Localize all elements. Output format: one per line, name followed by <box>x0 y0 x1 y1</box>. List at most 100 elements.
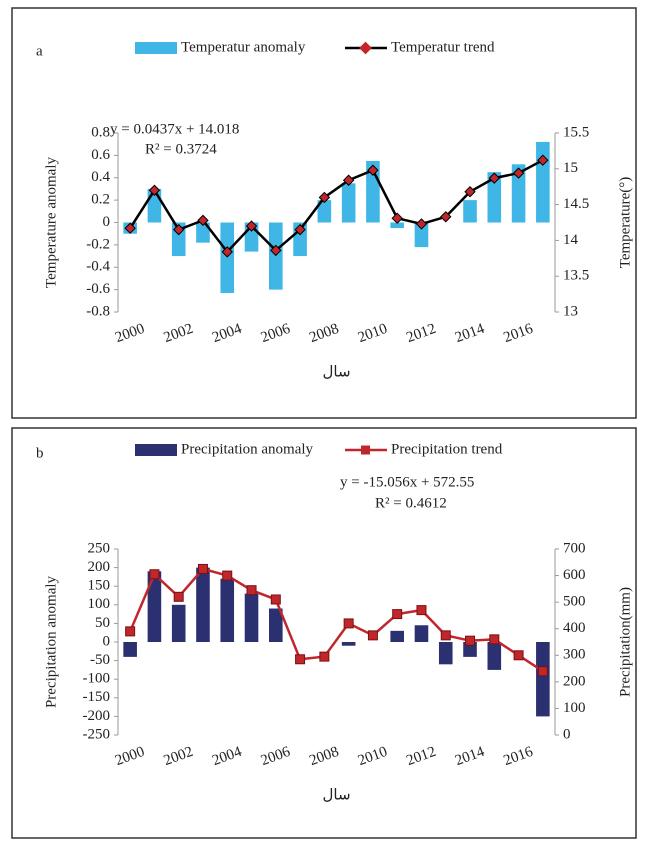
y2-tick-label: 15 <box>563 160 578 176</box>
bar <box>463 200 477 223</box>
y2-tick-label: 13 <box>563 303 578 319</box>
bar <box>317 200 332 223</box>
legend-label: Temperatur trend <box>391 39 495 55</box>
bar <box>341 642 356 646</box>
x-tick-label: 2002 <box>162 744 196 769</box>
marker <box>392 609 403 620</box>
bar <box>414 625 429 642</box>
y-tick-label: 0 <box>103 633 111 649</box>
y-tick-label: 200 <box>88 559 111 575</box>
y2-tick-label: 400 <box>563 620 586 636</box>
legend-swatch <box>135 444 177 456</box>
y-tick-label: -0.6 <box>86 281 110 297</box>
bar <box>147 571 162 642</box>
bar <box>269 608 283 642</box>
marker <box>489 634 500 645</box>
y2-axis-label: Temperature(°) <box>617 177 633 269</box>
legend-label: Temperatur anomaly <box>181 39 306 55</box>
y-tick-label: 0 <box>103 214 111 230</box>
y2-tick-label: 600 <box>563 567 586 583</box>
marker <box>245 220 258 232</box>
y2-tick-label: 0 <box>563 726 571 742</box>
marker <box>367 630 378 641</box>
x-tick-label: 2012 <box>404 744 438 769</box>
y-tick-label: -0.4 <box>86 259 110 275</box>
y-tick-label: -250 <box>83 726 111 742</box>
y2-tick-label: 14 <box>563 232 579 248</box>
marker <box>149 569 160 580</box>
marker <box>270 244 282 257</box>
x-tick-label: 2006 <box>259 744 293 769</box>
bar <box>438 642 453 665</box>
marker <box>465 635 476 646</box>
y-axis-label: Precipitation anomaly <box>43 575 59 708</box>
marker <box>148 184 161 196</box>
y2-tick-label: 200 <box>563 673 586 689</box>
bar <box>341 183 356 223</box>
x-tick-label: 2010 <box>356 321 390 346</box>
y-tick-label: 0.6 <box>91 147 110 163</box>
y-tick-label: 0.2 <box>91 192 110 208</box>
y2-tick-label: 14.5 <box>563 196 589 212</box>
annotation: R² = 0.3724 <box>145 141 217 157</box>
y2-tick-label: 13.5 <box>563 268 589 284</box>
marker <box>440 630 451 641</box>
marker <box>197 214 209 227</box>
marker <box>173 591 184 602</box>
bar <box>390 630 404 642</box>
y-tick-label: 100 <box>88 596 111 612</box>
y2-tick-label: 700 <box>563 540 586 556</box>
bar <box>536 141 550 223</box>
y-tick-label: 0.4 <box>91 169 110 185</box>
trend-line <box>129 159 544 254</box>
marker <box>270 594 281 605</box>
marker <box>416 605 427 616</box>
legend-swatch <box>135 42 177 54</box>
bar <box>220 222 235 293</box>
annotation: y = -15.056x + 572.55 <box>340 474 474 490</box>
legend-label: Precipitation anomaly <box>181 441 314 457</box>
marker <box>415 218 428 230</box>
y-tick-label: 50 <box>95 615 110 631</box>
x-tick-label: 2004 <box>210 744 244 769</box>
marker <box>391 212 403 224</box>
y2-axis-label: Precipitation(mm) <box>617 587 633 697</box>
marker <box>197 563 208 574</box>
x-tick-label: 2002 <box>162 321 196 346</box>
legend-marker <box>359 41 372 55</box>
x-tick-label: 2010 <box>356 744 390 769</box>
y-tick-label: -50 <box>90 652 110 668</box>
bar <box>171 604 186 642</box>
panel-label: a <box>36 43 43 59</box>
bar <box>220 578 235 642</box>
bar <box>196 567 210 642</box>
x-tick-label: 2006 <box>259 321 293 346</box>
legend-marker <box>361 445 370 455</box>
marker <box>513 650 524 661</box>
panel-label: b <box>36 445 44 461</box>
y2-tick-label: 300 <box>563 647 586 663</box>
marker <box>124 222 136 234</box>
marker <box>246 585 257 596</box>
bar <box>123 642 137 657</box>
y-tick-label: 250 <box>88 540 111 556</box>
y-tick-label: -200 <box>83 708 111 724</box>
bar <box>487 642 502 670</box>
annotation: R² = 0.4612 <box>375 495 447 511</box>
bar <box>414 222 429 248</box>
trend-line <box>128 567 544 673</box>
marker <box>343 618 354 629</box>
y-axis-label: Temperature anomaly <box>43 157 59 288</box>
x-axis-label: سال <box>322 363 350 381</box>
x-tick-label: 2016 <box>502 321 536 346</box>
bar <box>244 593 259 642</box>
y2-tick-label: 100 <box>563 700 586 716</box>
bar <box>463 642 477 657</box>
annotation: y = 0.0437x + 14.018 <box>110 121 239 137</box>
marker <box>488 172 501 184</box>
y-tick-label: 0.8 <box>91 124 110 140</box>
y2-tick-label: 15.5 <box>563 124 589 140</box>
marker <box>318 191 331 204</box>
bar <box>511 164 526 223</box>
